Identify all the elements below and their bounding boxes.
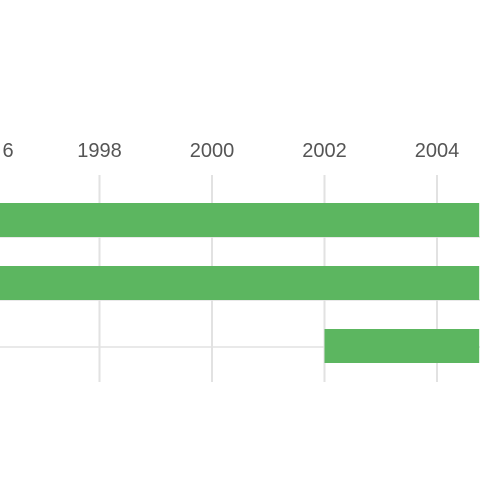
bars [0, 203, 480, 363]
x-tick-labels: 6 1998 2000 2002 2004 [2, 140, 459, 162]
x-tick-label: 6 [2, 140, 13, 162]
x-tick-label: 1998 [77, 140, 122, 162]
x-tick-label: 2000 [190, 140, 235, 162]
timeline-bar [324, 329, 480, 363]
x-tick-label: 2004 [415, 140, 460, 162]
timeline-bar [0, 203, 480, 237]
timeline-bar [0, 266, 480, 300]
x-tick-label: 2002 [302, 140, 347, 162]
